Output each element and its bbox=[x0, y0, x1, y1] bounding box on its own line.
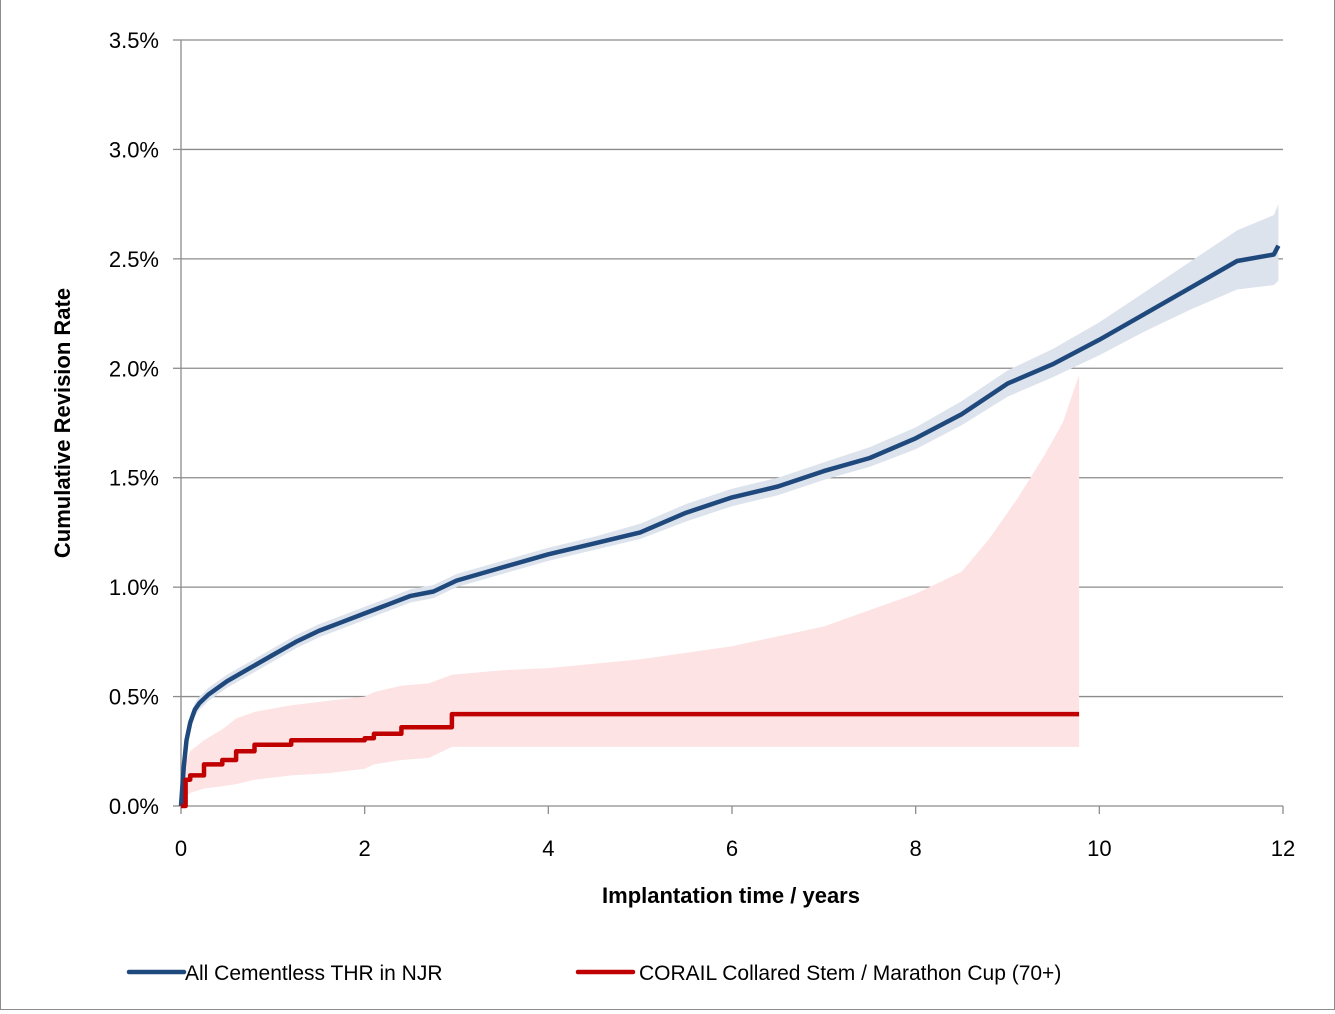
y-axis-title: Cumulative Revision Rate bbox=[50, 288, 75, 558]
y-tick-label: 1.5% bbox=[109, 466, 159, 491]
y-tick-label: 3.0% bbox=[109, 137, 159, 162]
corail-series-line bbox=[181, 711, 1080, 809]
confidence-bands bbox=[181, 204, 1279, 807]
corail-confidence-band bbox=[181, 374, 1080, 806]
legend: All Cementless THR in NJR CORAIL Collared… bbox=[126, 962, 1061, 985]
njr-confidence-band bbox=[181, 204, 1279, 807]
y-tick-label: 0.0% bbox=[109, 794, 159, 819]
x-tick-label: 2 bbox=[359, 836, 371, 861]
gridlines bbox=[181, 39, 1283, 698]
y-tick-label: 3.5% bbox=[109, 28, 159, 53]
y-tick-label: 2.5% bbox=[109, 247, 159, 272]
njr-series-line bbox=[178, 244, 1281, 807]
x-tick-label: 10 bbox=[1087, 836, 1111, 861]
series-lines bbox=[178, 244, 1281, 809]
legend-label: CORAIL Collared Stem / Marathon Cup (70+… bbox=[639, 962, 1061, 985]
x-tick-label: 0 bbox=[175, 836, 187, 861]
y-tick-label: 2.0% bbox=[109, 356, 159, 381]
x-tick-label: 12 bbox=[1271, 836, 1295, 861]
x-tick-label: 4 bbox=[542, 836, 554, 861]
x-axis-title: Implantation time / years bbox=[602, 883, 860, 908]
y-tick-label: 0.5% bbox=[109, 685, 159, 710]
axes bbox=[173, 39, 1284, 814]
y-tick-label: 1.0% bbox=[109, 575, 159, 600]
tick-labels: 0.0% 0.5% 1.0% 1.5% 2.0% 2.5% 3.0% 3.5% 0 2 4 6 8 10 1… bbox=[109, 28, 1295, 861]
x-tick-label: 8 bbox=[910, 836, 922, 861]
legend-label: All Cementless THR in NJR bbox=[185, 962, 443, 985]
x-tick-label: 6 bbox=[726, 836, 738, 861]
